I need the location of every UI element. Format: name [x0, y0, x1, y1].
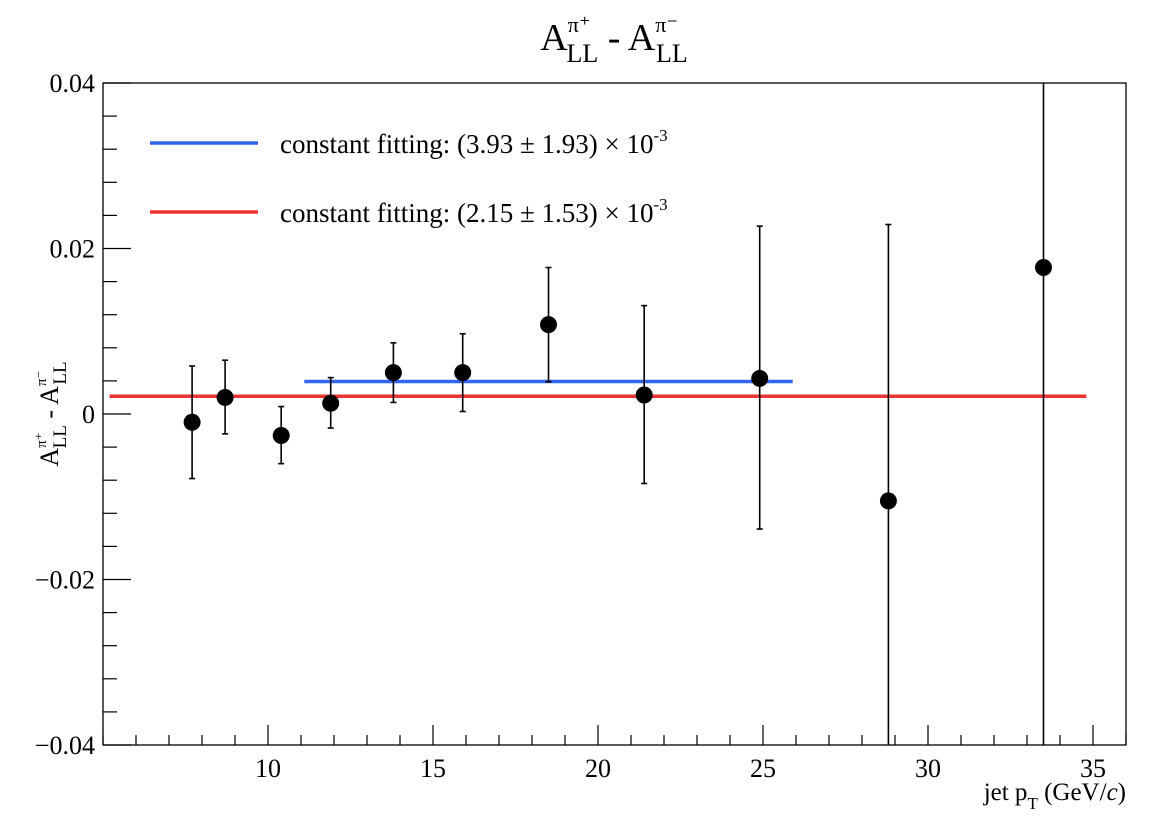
xlabel-post: (GeV/: [1038, 779, 1107, 806]
title-minus: -: [598, 17, 628, 59]
y-tick-label: 0.04: [50, 69, 96, 98]
ylabel-minus: -: [35, 405, 64, 425]
data-point: [879, 223, 897, 745]
fit-lines: [109, 379, 1087, 398]
ylabel-sub-1: LL: [50, 425, 71, 448]
ylabel-sup-1: π⁺: [34, 432, 50, 448]
point-marker: [1035, 259, 1052, 277]
chart-title: Aπ⁺ LL - Aπ⁻ LL: [540, 12, 687, 68]
x-tick-label: 15: [420, 754, 446, 783]
data-point: [635, 304, 653, 485]
x-axis: 10 15 20 25 30 35: [102, 725, 1127, 783]
point-marker: [322, 394, 340, 412]
xlabel-close: ): [1118, 779, 1126, 806]
y-tick-label: −0.02: [35, 566, 95, 595]
data-point: [1035, 83, 1052, 745]
data-point: [454, 332, 472, 413]
xlabel-pre: jet p: [983, 779, 1028, 806]
point-marker: [635, 386, 653, 404]
point-marker: [879, 492, 897, 510]
data-point: [183, 365, 201, 480]
point-marker: [272, 427, 290, 445]
x-tick-label: 10: [255, 754, 281, 783]
point-marker: [384, 364, 402, 382]
ylabel-base-1: A: [35, 448, 64, 467]
title-sub-1: LL: [566, 39, 598, 68]
legend-label-red: constant fitting: (2.15 ± 1.53) × 10-3: [280, 195, 668, 228]
point-marker: [454, 364, 472, 382]
legend: constant fitting: (3.93 ± 1.93) × 10-3 c…: [150, 126, 668, 228]
data-point: [751, 225, 769, 530]
data-point: [540, 266, 557, 383]
y-tick-label: −0.04: [35, 731, 95, 760]
legend-exp-blue: -3: [654, 126, 668, 145]
y-tick-label: 0.02: [50, 235, 96, 264]
legend-text-red: constant fitting: (2.15 ± 1.53) × 10: [280, 198, 654, 228]
data-point: [272, 405, 290, 465]
y-axis: −0.04 −0.02 0 0.02 0.04: [35, 69, 131, 760]
xlabel-sub: T: [1027, 794, 1038, 813]
xlabel-italic: c: [1107, 779, 1118, 806]
data-point: [384, 342, 402, 404]
x-tick-label: 35: [1080, 754, 1106, 783]
legend-label-blue: constant fitting: (3.93 ± 1.93) × 10-3: [280, 126, 668, 159]
ylabel-sup-2: π⁻: [34, 371, 50, 387]
legend-text-blue: constant fitting: (3.93 ± 1.93) × 10: [280, 129, 654, 159]
x-tick-label: 25: [750, 754, 776, 783]
x-tick-label: 30: [915, 754, 941, 783]
ylabel-base-2: A: [35, 386, 64, 405]
title-sup-1: π⁺: [568, 12, 591, 37]
plot-frame: [102, 82, 1127, 746]
title-base-1: A: [540, 17, 568, 59]
y-tick-label: 0: [82, 400, 95, 429]
title-base-2: A: [628, 17, 656, 59]
data-points: [183, 83, 1052, 745]
data-point: [322, 376, 340, 429]
ylabel-sub-2: LL: [50, 361, 71, 384]
title-sup-2: π⁻: [655, 12, 678, 37]
point-marker: [183, 413, 201, 431]
point-marker: [216, 388, 234, 406]
point-marker: [751, 369, 769, 387]
x-axis-label: jet pT (GeV/c): [983, 779, 1126, 813]
legend-exp-red: -3: [654, 195, 668, 214]
point-marker: [540, 316, 557, 334]
data-point: [216, 359, 234, 435]
y-axis-label: Aπ⁺LL - Aπ⁻LL: [34, 361, 71, 466]
x-tick-label: 20: [585, 754, 611, 783]
title-sub-2: LL: [656, 39, 688, 68]
